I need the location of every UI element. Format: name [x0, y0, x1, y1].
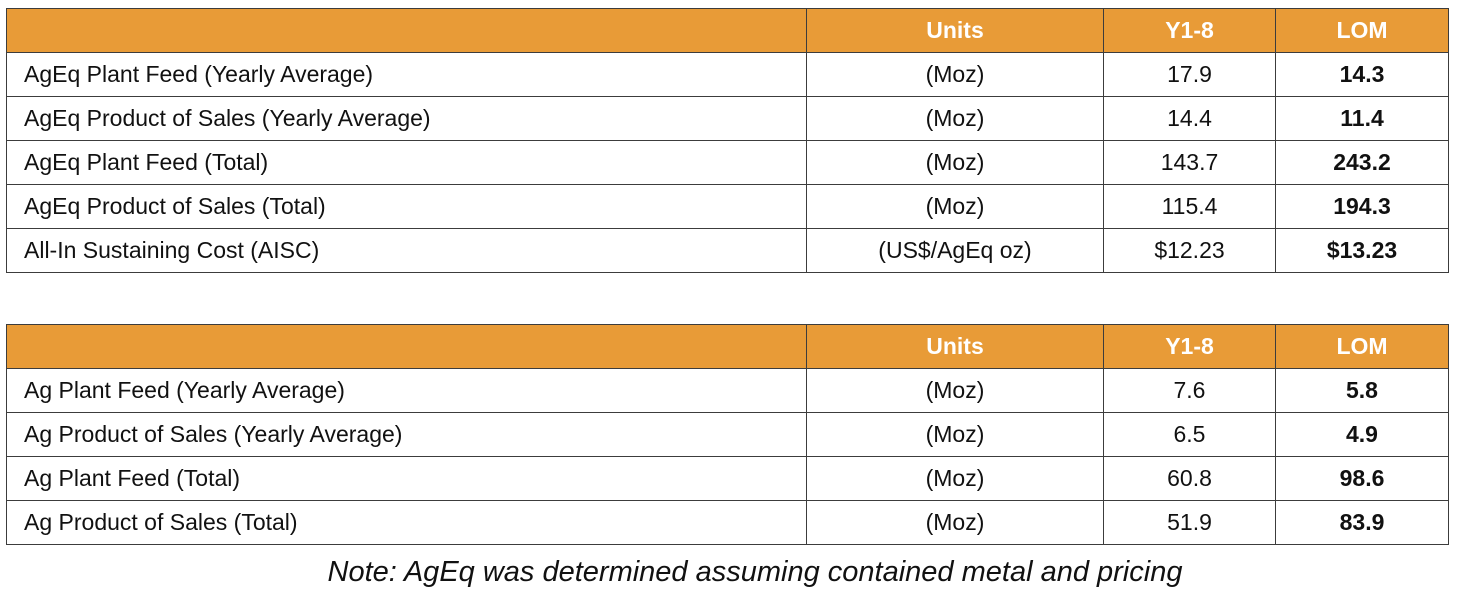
table-header-row: Units Y1-8 LOM	[6, 324, 1449, 369]
row-y1-8-value: 7.6	[1103, 368, 1276, 413]
row-lom-value: 4.9	[1275, 412, 1449, 457]
header-units: Units	[806, 8, 1104, 53]
row-label: AgEq Plant Feed (Yearly Average)	[6, 52, 807, 97]
row-lom-value: $13.23	[1275, 228, 1449, 273]
row-label: All-In Sustaining Cost (AISC)	[6, 228, 807, 273]
row-units: (Moz)	[806, 412, 1104, 457]
row-units: (Moz)	[806, 96, 1104, 141]
row-lom-value: 194.3	[1275, 184, 1449, 229]
header-y1-8: Y1-8	[1103, 324, 1276, 369]
header-lom: LOM	[1275, 8, 1449, 53]
row-y1-8-value: 14.4	[1103, 96, 1276, 141]
row-units: (Moz)	[806, 140, 1104, 185]
row-units: (Moz)	[806, 368, 1104, 413]
header-y1-8: Y1-8	[1103, 8, 1276, 53]
row-label: Ag Plant Feed (Total)	[6, 456, 807, 501]
table-row: AgEq Plant Feed (Yearly Average) (Moz) 1…	[6, 52, 1449, 97]
row-lom-value: 14.3	[1275, 52, 1449, 97]
row-y1-8-value: 6.5	[1103, 412, 1276, 457]
header-label-cell	[6, 8, 807, 53]
row-lom-value: 83.9	[1275, 500, 1449, 545]
table-row: Ag Product of Sales (Yearly Average) (Mo…	[6, 412, 1449, 457]
table-row: Ag Plant Feed (Yearly Average) (Moz) 7.6…	[6, 368, 1449, 413]
header-lom: LOM	[1275, 324, 1449, 369]
table-header-row: Units Y1-8 LOM	[6, 8, 1449, 53]
ag-summary-table: Units Y1-8 LOM Ag Plant Feed (Yearly Ave…	[6, 324, 1449, 545]
row-lom-value: 11.4	[1275, 96, 1449, 141]
row-y1-8-value: 143.7	[1103, 140, 1276, 185]
row-label: AgEq Product of Sales (Total)	[6, 184, 807, 229]
row-lom-value: 5.8	[1275, 368, 1449, 413]
table-row: AgEq Plant Feed (Total) (Moz) 143.7 243.…	[6, 140, 1449, 185]
row-label: AgEq Plant Feed (Total)	[6, 140, 807, 185]
row-units: (Moz)	[806, 52, 1104, 97]
row-units: (Moz)	[806, 456, 1104, 501]
row-label: AgEq Product of Sales (Yearly Average)	[6, 96, 807, 141]
header-label-cell	[6, 324, 807, 369]
row-y1-8-value: 115.4	[1103, 184, 1276, 229]
row-y1-8-value: 17.9	[1103, 52, 1276, 97]
row-lom-value: 98.6	[1275, 456, 1449, 501]
row-y1-8-value: 60.8	[1103, 456, 1276, 501]
row-y1-8-value: 51.9	[1103, 500, 1276, 545]
row-label: Ag Plant Feed (Yearly Average)	[6, 368, 807, 413]
row-lom-value: 243.2	[1275, 140, 1449, 185]
table-row: AgEq Product of Sales (Yearly Average) (…	[6, 96, 1449, 141]
row-units: (US$/AgEq oz)	[806, 228, 1104, 273]
row-label: Ag Product of Sales (Total)	[6, 500, 807, 545]
table-row: Ag Plant Feed (Total) (Moz) 60.8 98.6	[6, 456, 1449, 501]
row-y1-8-value: $12.23	[1103, 228, 1276, 273]
table-row: Ag Product of Sales (Total) (Moz) 51.9 8…	[6, 500, 1449, 545]
row-units: (Moz)	[806, 184, 1104, 229]
footnote: Note: AgEq was determined assuming conta…	[327, 556, 1183, 588]
table-row: All-In Sustaining Cost (AISC) (US$/AgEq …	[6, 228, 1449, 273]
ageq-summary-table: Units Y1-8 LOM AgEq Plant Feed (Yearly A…	[6, 8, 1449, 273]
header-units: Units	[806, 324, 1104, 369]
table-row: AgEq Product of Sales (Total) (Moz) 115.…	[6, 184, 1449, 229]
row-units: (Moz)	[806, 500, 1104, 545]
row-label: Ag Product of Sales (Yearly Average)	[6, 412, 807, 457]
